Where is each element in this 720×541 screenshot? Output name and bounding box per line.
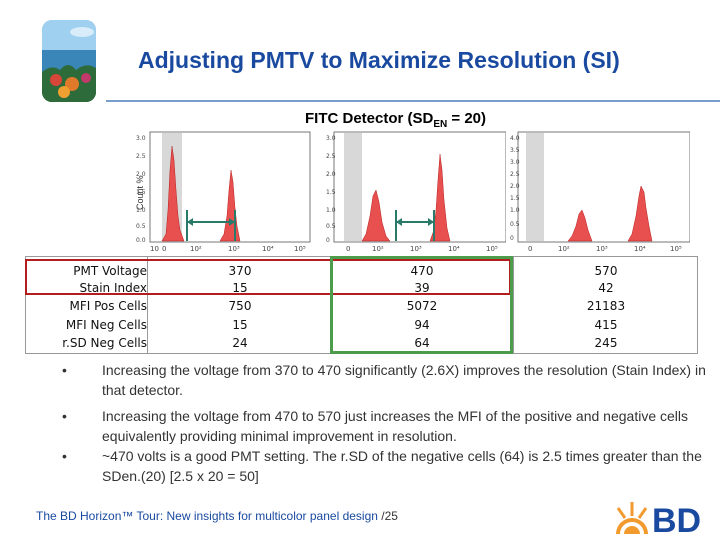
row-label: MFI Neg Cells	[65, 318, 147, 332]
svg-text:3.0 2.5 2.0: 3.0 2.5 2.0 1.5 1.0 0.5 0.0	[136, 135, 147, 244]
row-label: MFI Pos Cells	[69, 299, 147, 313]
optimal-column-highlight	[330, 256, 513, 354]
neg-peak	[161, 145, 185, 242]
table-row: r.SD Neg Cells 24 64 245	[62, 336, 618, 350]
list-item: • ~470 volts is a good PMT setting. The …	[62, 448, 702, 484]
footer: The BD Horizon™ Tour: New insights for m…	[36, 509, 398, 523]
row-label: PMT Voltage	[73, 264, 147, 278]
chart-subtitle: FITC Detector (SDEN = 20)	[305, 110, 487, 130]
svg-text:3.0 2.5 2.0: 3.0 2.5 2.0 1.5 1.0 0.5 0	[326, 135, 337, 244]
table-row: Stain Index 15 39 42	[79, 281, 614, 295]
list-item: • Increasing the voltage from 370 to 470…	[62, 362, 706, 398]
row-label: Stain Index	[79, 281, 147, 295]
svg-text:4.0 3.5 3.0: 4.0 3.5 3.0 2.5 2.0 1.5 1.0 0.5 0	[510, 135, 521, 242]
table-row: MFI Neg Cells 15 94 415	[65, 318, 618, 332]
page-title: Adjusting PMTV to Maximize Resolution (S…	[138, 47, 620, 73]
list-item: • Increasing the voltage from 470 to 570…	[62, 408, 688, 444]
svg-text:0 10² 10³ 10: 0 10² 10³ 10⁴ 10⁵	[346, 245, 498, 253]
bullet-list: • Increasing the voltage from 370 to 470…	[62, 360, 712, 492]
bd-sunburst-icon	[616, 502, 648, 534]
row-label: r.SD Neg Cells	[62, 336, 147, 350]
table-row: PMT Voltage 370 470 570	[73, 264, 618, 278]
tour-logo-image	[42, 20, 96, 102]
histogram-470v: 0 10² 10³ 10⁴ 10⁵ 3.0 2.5 2.0 1.5 1.0 0.…	[326, 130, 506, 254]
svg-text:10 0 10² 10³: 10 0 10² 10³ 10⁴ 10⁵	[150, 245, 306, 253]
histogram-570v: 0 10² 10³ 10⁴ 10⁵ 4.0 3.5 3.0 2.5 2.0 1.…	[510, 130, 690, 254]
bd-logo: BD	[612, 498, 714, 540]
histogram-370v: Count % 10 0 10² 10³ 10⁴ 10⁵ 3.0 2.5 2.0…	[132, 130, 312, 254]
title-divider	[106, 100, 720, 102]
table-row: MFI Pos Cells 750 5072 21183	[69, 299, 626, 313]
svg-text:BD: BD	[652, 502, 701, 536]
svg-text:0 10² 10³ 10: 0 10² 10³ 10⁴ 10⁵	[528, 245, 682, 253]
y-label: Count %	[135, 175, 145, 210]
